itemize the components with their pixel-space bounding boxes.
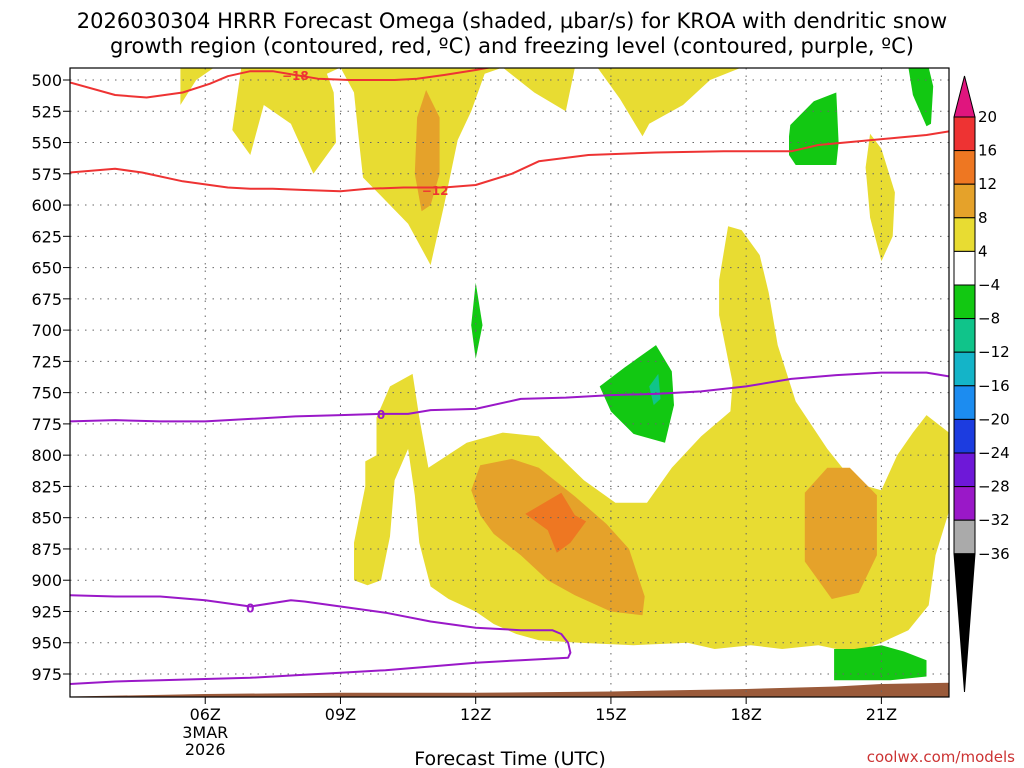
omega-region-neg8to-12-a [649,373,661,406]
y-tick-label-825: 825 [31,477,62,496]
x-tick-sublabel-06Z-0: 3MAR [182,723,228,742]
x-tick-label-15Z: 15Z [595,705,626,724]
colorbar-label-6: −8 [978,310,1000,328]
colorbar-bin-1 [953,116,976,152]
colorbar-bin-11 [953,452,976,488]
x-tick-label-21Z: 21Z [866,705,897,724]
colorbar-bin-4 [953,217,976,252]
colorbar-bin-2 [953,150,976,185]
omega-region-4to8-c [354,226,949,653]
y-tick-label-925: 925 [31,602,62,621]
colorbar-cap-bottom [953,553,976,693]
contour-line-0 [70,68,490,99]
terrain-layer [70,682,949,697]
y-tick-label-525: 525 [31,102,62,121]
x-tick-label-06Z: 06Z [190,705,221,724]
y-tick-label-750: 750 [31,384,62,403]
y-tick-label-575: 575 [31,165,62,184]
y-tick-label-700: 700 [31,321,62,340]
colorbar: 20 16 12 8 4 −4 −8 −12 −16 −20 −24 −28 −32 −36 [953,75,1010,693]
contour-label-2: 0 [377,408,385,422]
credit-text: coolwx.com/models [867,748,1015,766]
colorbar-label-0: 20 [978,108,997,126]
y-tick-label-500: 500 [31,71,62,90]
contour-line-3 [70,594,572,685]
contour-label-3: 0 [246,602,254,616]
colorbar-label-3: 8 [978,209,988,227]
y-tick-label-775: 775 [31,415,62,434]
omega-region-4to8-a [180,68,741,266]
y-tick-label-875: 875 [31,540,62,559]
colorbar-bin-7 [953,318,976,353]
x-axis-title: Forecast Time (UTC) [414,748,605,768]
chart-title-line-1: 2026030304 HRRR Forecast Omega (shaded, … [77,9,947,33]
colorbar-label-4: 4 [978,242,988,260]
terrain-fill [70,682,949,697]
omega-region-8to12-a [414,90,440,212]
colorbar-label-1: 16 [978,142,997,160]
colorbar-label-12: −32 [978,511,1010,529]
y-tick-label-600: 600 [31,196,62,215]
colorbar-bin-5 [953,250,976,286]
omega-region-neg4to-8-a [789,92,839,165]
omega-region-4to8-b [865,133,895,262]
x-tick-sublabel-06Z-1: 2026 [185,740,226,759]
colorbar-bin-12 [953,486,976,521]
chart-title-line-2: growth region (contoured, red, ºC) and f… [110,34,914,58]
colorbar-bin-6 [953,284,976,320]
colorbar-label-7: −12 [978,343,1010,361]
omega-shading-layer [180,68,949,681]
y-tick-label-900: 900 [31,571,62,590]
contour-label-layer: −18 −12 0 0 [246,69,449,616]
x-tick-label-18Z: 18Z [730,705,761,724]
colorbar-label-2: 12 [978,175,997,193]
y-tick-label-675: 675 [31,290,62,309]
colorbar-label-13: −36 [978,545,1010,563]
colorbar-bin-3 [953,183,976,219]
y-tick-label-625: 625 [31,227,62,246]
omega-region-neg4to-8-c [471,282,483,359]
colorbar-label-8: −16 [978,377,1010,395]
contour-label-0: −18 [282,69,309,83]
omega-region-12to16-a [525,492,587,553]
colorbar-label-9: −20 [978,410,1010,428]
y-tick-label-800: 800 [31,446,62,465]
y-tick-label-850: 850 [31,509,62,528]
y-tick-label-650: 650 [31,259,62,278]
omega-region-neg4to-8-b [908,68,934,127]
y-tick-label-550: 550 [31,134,62,153]
omega-region-8to12-c [804,467,877,599]
chart-title: 2026030304 HRRR Forecast Omega (shaded, … [77,9,947,58]
contour-layer [70,68,949,685]
contour-line-2 [70,371,949,423]
contour-label-1: −12 [422,184,449,198]
colorbar-bin-10 [953,418,976,454]
plot-frame [69,67,950,698]
x-tick-label-12Z: 12Z [460,705,491,724]
y-axis: 500 525 550 575 600 625 650 675 700 725 750 775 800 8… [31,71,70,684]
x-tick-label-09Z: 09Z [325,705,356,724]
colorbar-bin-13 [953,519,976,555]
colorbar-bin-8 [953,351,976,387]
y-tick-label-950: 950 [31,634,62,653]
colorbar-bin-9 [953,385,976,420]
colorbar-label-10: −24 [978,444,1010,462]
colorbar-label-5: −4 [978,276,1000,294]
y-tick-label-725: 725 [31,352,62,371]
colorbar-label-11: −28 [978,478,1010,496]
y-tick-label-975: 975 [31,665,62,684]
omega-region-neg4to-8-e [834,645,927,681]
colorbar-cap-top [953,75,976,118]
contour-line-1 [70,130,949,193]
